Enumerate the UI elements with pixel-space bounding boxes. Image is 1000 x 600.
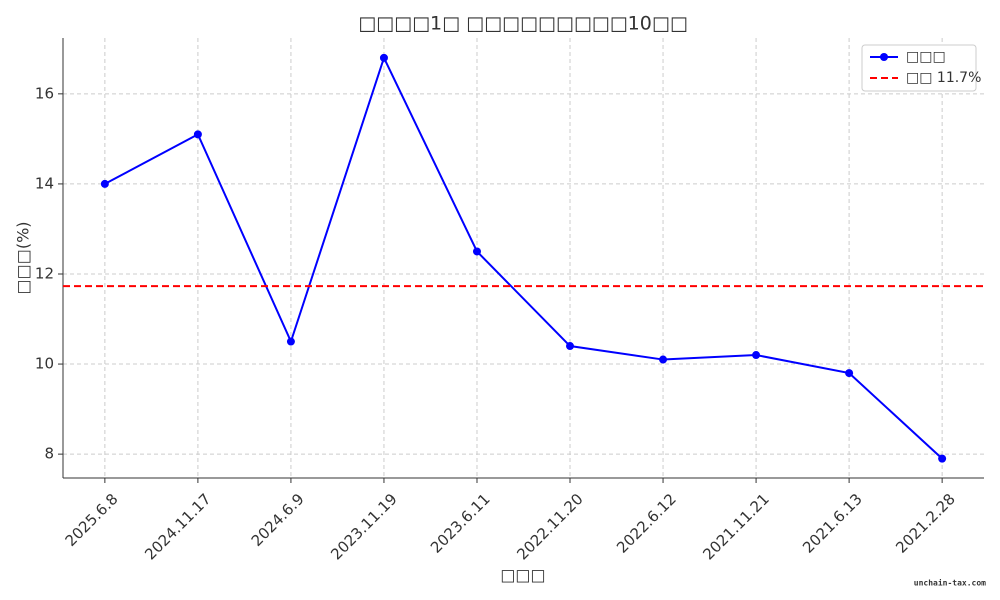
x-tick-label: 2023.11.19 xyxy=(327,490,400,563)
data-point xyxy=(566,342,575,351)
data-point xyxy=(938,454,947,463)
x-tick-label: 2024.6.9 xyxy=(248,490,308,550)
y-tick-label: 10 xyxy=(35,355,54,373)
chart-title: □□□□1□ □□□□□□□□□10□□ xyxy=(358,13,688,35)
x-tick-label: 2022.6.12 xyxy=(613,490,680,557)
legend-label: □□ 11.7% xyxy=(906,70,981,86)
x-tick-label: 2025.6.8 xyxy=(62,490,122,550)
x-tick-label: 2021.6.13 xyxy=(799,490,866,557)
legend-marker xyxy=(880,53,888,61)
watermark: unchain-tax.com xyxy=(914,578,986,588)
data-point xyxy=(472,247,481,256)
data-point xyxy=(659,355,668,364)
y-tick-label: 16 xyxy=(35,84,54,102)
data-line xyxy=(104,55,943,460)
y-tick-label: 14 xyxy=(35,174,54,192)
data-point xyxy=(193,130,202,139)
data-point xyxy=(100,179,109,188)
data-point xyxy=(379,53,388,62)
data-point xyxy=(286,337,295,346)
y-tick-label: 8 xyxy=(44,445,54,463)
y-axis-label: □□□(%) xyxy=(14,221,33,294)
x-tick-label: 2021.2.28 xyxy=(892,490,959,557)
x-axis-label: □□□ xyxy=(500,566,545,585)
x-tick-label: 2023.6.11 xyxy=(427,490,494,557)
data-point xyxy=(752,351,761,360)
legend-label: □□□ xyxy=(906,49,946,65)
y-tick-label: 12 xyxy=(35,264,54,282)
data-point xyxy=(845,369,854,378)
x-tick-label: 2021.11.21 xyxy=(699,490,772,563)
x-tick-label: 2022.11.20 xyxy=(513,490,586,563)
x-tick-label: 2024.11.17 xyxy=(141,490,214,563)
